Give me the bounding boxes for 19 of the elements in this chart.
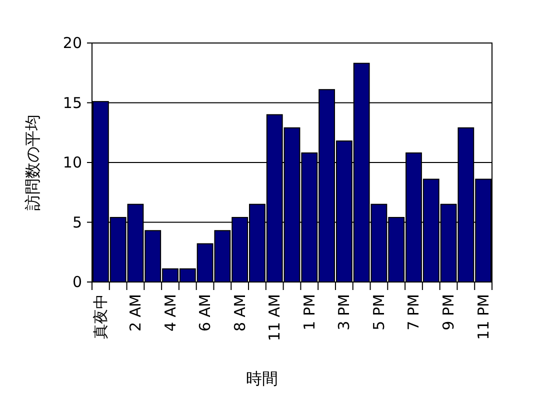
x-tick-label: 7 PM <box>404 294 423 330</box>
x-tick-label: 5 PM <box>370 294 388 330</box>
y-axis-title: 訪問数の平均 <box>23 114 42 210</box>
x-tick-label: 9 PM <box>440 294 458 330</box>
y-tick-label: 5 <box>72 213 82 232</box>
y-tick-label: 0 <box>72 273 82 291</box>
x-tick-label: 4 AM <box>161 294 180 332</box>
x-tick-label: 真夜中 <box>92 294 110 339</box>
y-tick-label: 20 <box>62 34 82 52</box>
x-tick-label: 11 AM <box>266 294 284 342</box>
x-axis-title: 時間 <box>246 369 278 388</box>
x-tick-label: 6 AM <box>196 294 214 332</box>
x-tick-label: 3 PM <box>335 294 354 330</box>
x-tick-label: 2 AM <box>126 294 144 332</box>
x-tick-label: 1 PM <box>300 294 318 330</box>
x-tick-label: 11 PM <box>474 294 492 340</box>
x-tick-label: 8 AM <box>230 294 249 332</box>
y-tick-label: 15 <box>62 94 82 112</box>
y-tick-label: 10 <box>62 154 82 172</box>
